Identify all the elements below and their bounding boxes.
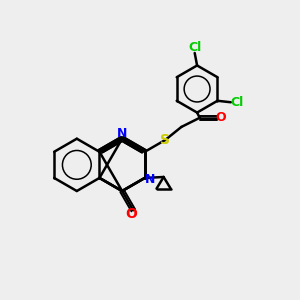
Text: N: N xyxy=(117,127,127,140)
Text: Cl: Cl xyxy=(231,96,244,109)
Text: O: O xyxy=(125,207,137,221)
Text: S: S xyxy=(160,133,170,147)
Text: O: O xyxy=(215,111,226,124)
Text: Cl: Cl xyxy=(188,41,201,54)
Text: N: N xyxy=(145,173,155,186)
